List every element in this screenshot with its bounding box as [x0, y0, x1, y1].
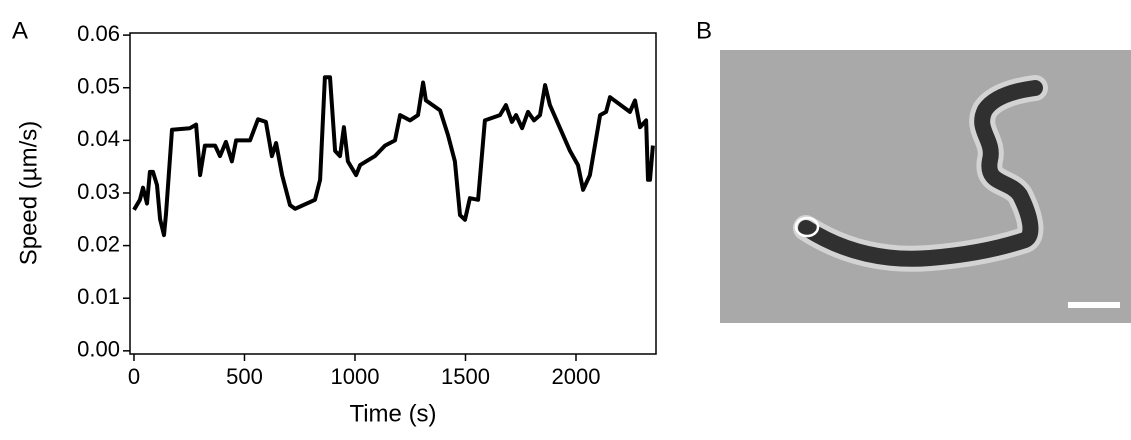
x-tick-label: 500 — [226, 364, 263, 389]
y-tick-label: 0.00 — [77, 337, 120, 362]
cell — [798, 80, 1043, 267]
y-tick-label: 0.03 — [77, 179, 120, 204]
x-tick-label: 2000 — [552, 364, 601, 389]
x-tick-label: 0 — [128, 364, 140, 389]
y-axis-label: Speed (µm/s) — [15, 121, 42, 266]
micrograph — [720, 50, 1131, 323]
marker-circle — [794, 216, 820, 238]
y-tick-label: 0.05 — [77, 74, 120, 99]
y-tick-label: 0.06 — [77, 21, 120, 46]
plot-frame — [129, 32, 657, 355]
x-tick-label: 1500 — [441, 364, 490, 389]
panel-label: B — [696, 17, 712, 44]
speed-line — [132, 75, 655, 238]
y-tick-label: 0.01 — [77, 284, 120, 309]
y-tick-label: 0.02 — [77, 231, 120, 256]
image-background — [720, 50, 1131, 323]
x-tick-label: 1000 — [331, 364, 380, 389]
scale-bar — [1068, 302, 1120, 308]
y-tick-label: 0.04 — [77, 126, 120, 151]
panel-label: A — [12, 17, 28, 44]
x-axis-label: Time (s) — [349, 400, 436, 427]
